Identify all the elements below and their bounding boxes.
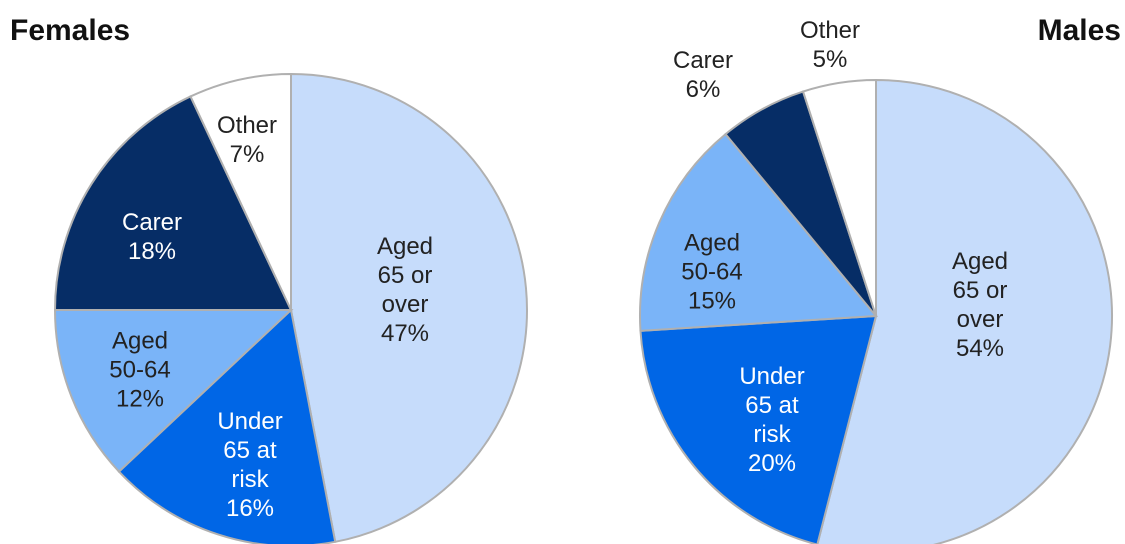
pie-slice (639, 132, 879, 332)
value-label: 47% (380, 320, 430, 347)
category-label: Aged 50-64 (681, 229, 743, 286)
slice-label: Aged 50-64 12% (98, 327, 182, 414)
pie-slice (816, 78, 1113, 544)
pie-slice (801, 78, 877, 317)
slice-label: Aged 50-64 15% (670, 229, 754, 316)
chart-title: Males (1037, 14, 1121, 47)
category-label: Other (799, 17, 861, 44)
pie-slice (639, 314, 878, 544)
category-label: Aged 50-64 (109, 327, 171, 384)
value-label: 6% (685, 76, 721, 103)
value-label: 5% (812, 46, 848, 73)
pie-slice (189, 72, 292, 311)
pie-slice (290, 72, 528, 543)
value-label: 16% (225, 495, 275, 522)
value-label: 18% (127, 238, 177, 265)
category-label: Carer (121, 209, 182, 236)
chart-title: Females (10, 14, 131, 47)
category-label: Other (216, 112, 278, 139)
slice-label: Other 5% (788, 16, 872, 74)
pie-slice (53, 309, 294, 473)
slice-label: Under 65 at risk 16% (208, 407, 292, 523)
value-label: 20% (747, 450, 797, 477)
value-label: 15% (687, 287, 737, 315)
category-label: Under 65 at risk (217, 408, 283, 493)
pie-slice (53, 95, 293, 311)
slice-label: Carer 18% (110, 208, 194, 266)
category-label: Carer (672, 47, 733, 74)
value-label: 12% (115, 385, 165, 413)
pie-slice (117, 308, 337, 544)
slice-label: Aged 65 or over 54% (938, 247, 1022, 363)
category-label: Aged 65 or over (951, 248, 1009, 333)
value-label: 7% (229, 141, 265, 168)
category-label: Aged 65 or over (376, 233, 434, 318)
slice-label: Carer 6% (661, 46, 745, 104)
value-label: 54% (955, 335, 1005, 362)
category-label: Under 65 at risk (739, 363, 805, 448)
slice-label: Other 7% (205, 111, 289, 169)
slice-label: Aged 65 or over 47% (363, 232, 447, 348)
slice-label: Under 65 at risk 20% (730, 362, 814, 478)
